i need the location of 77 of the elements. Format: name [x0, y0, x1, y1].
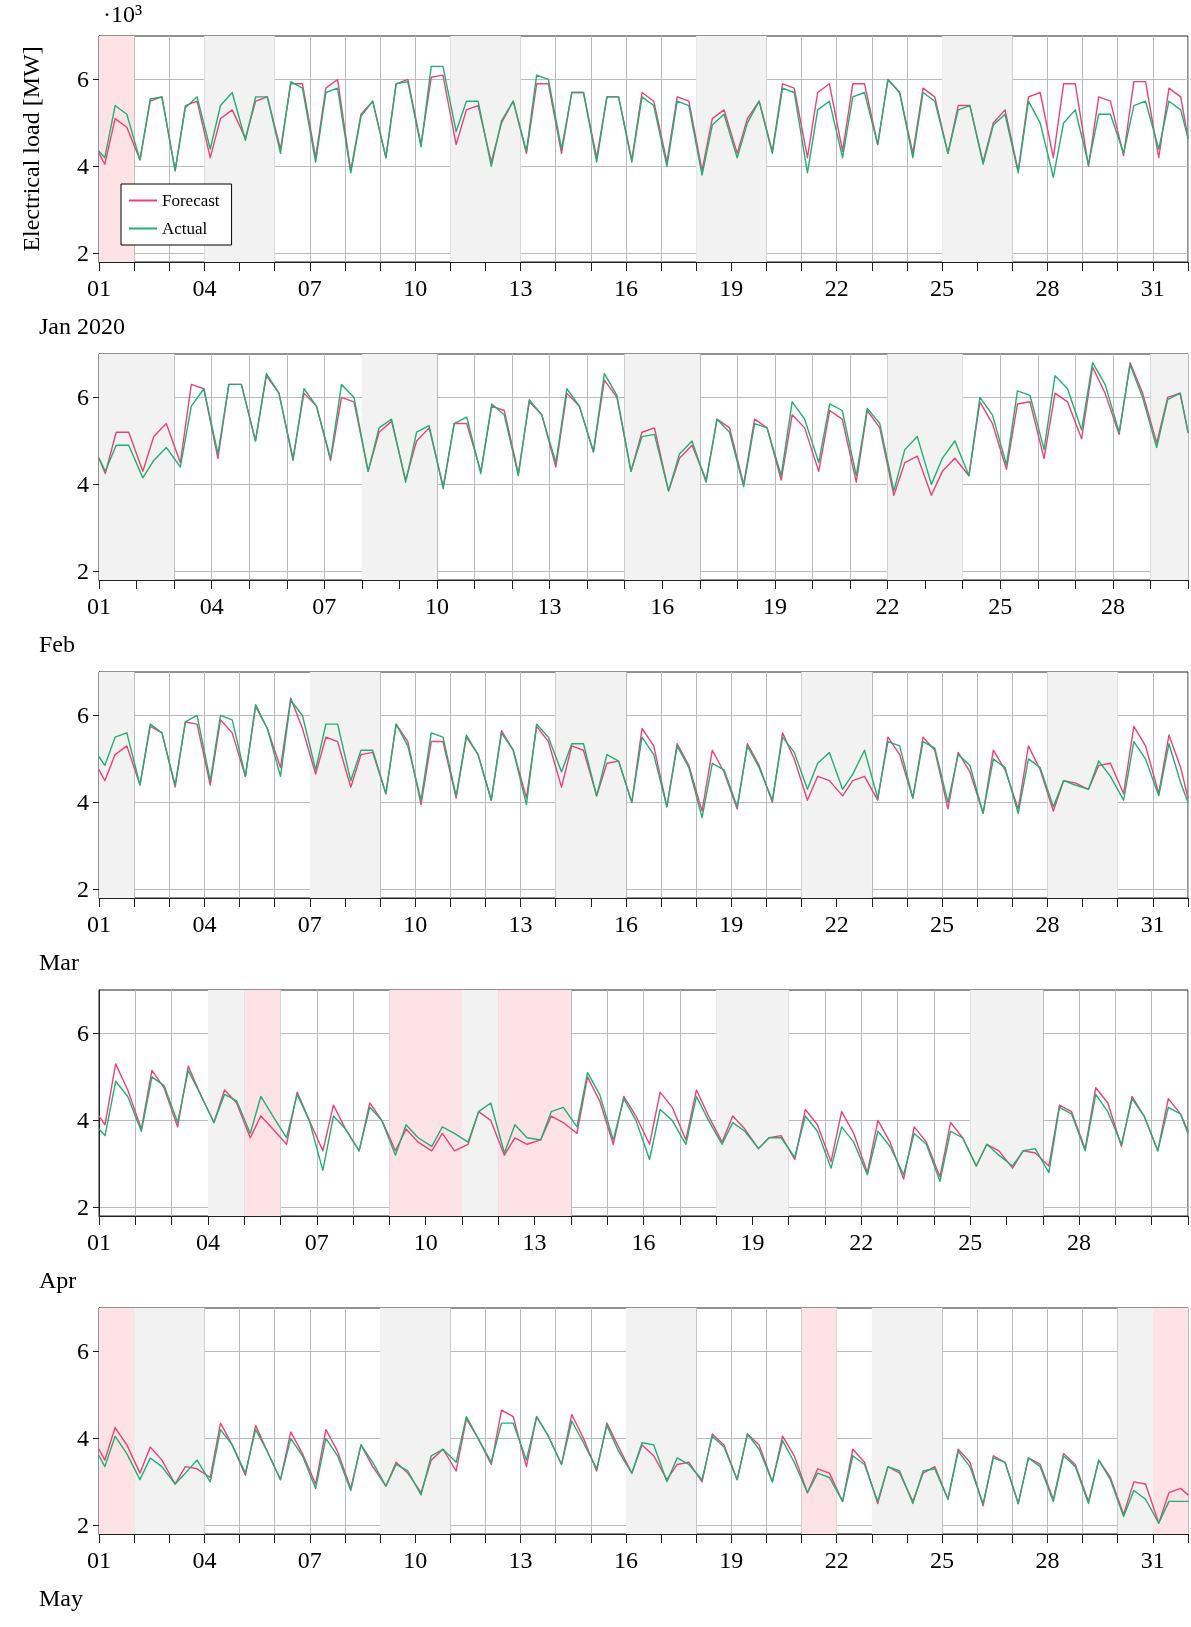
x-tick-label: 19 — [719, 911, 744, 937]
text: ·10³ — [103, 1, 143, 27]
x-tick-label: 04 — [195, 1229, 220, 1255]
x-tick-label: 22 — [824, 275, 849, 301]
x-tick-label: 28 — [1067, 1229, 1092, 1255]
x-tick-label: 07 — [297, 275, 322, 301]
x-tick-label: 04 — [192, 911, 217, 937]
x-tick-label: 22 — [875, 593, 900, 619]
y-tick-label: 4 — [77, 153, 89, 180]
x-tick-label: 07 — [297, 911, 322, 937]
y-tick-label: 2 — [77, 1194, 89, 1221]
x-tick-label: 16 — [613, 275, 638, 301]
x-tick-label: 25 — [958, 1229, 983, 1255]
x-tick-label: 31 — [1140, 275, 1165, 301]
x-tick-label: 10 — [403, 911, 428, 937]
x-tick-label: 16 — [613, 1547, 638, 1573]
x-tick-label: 31 — [1140, 911, 1165, 937]
x-tick-label: 10 — [413, 1229, 438, 1255]
x-tick-label: 19 — [719, 1547, 744, 1573]
x-tick-label: 22 — [849, 1229, 874, 1255]
x-tick-label: 10 — [403, 275, 428, 301]
x-tick-label: 13 — [508, 1547, 533, 1573]
x-tick-label: 07 — [297, 1547, 322, 1573]
y-tick-label: 6 — [77, 702, 89, 729]
x-tick-label: 25 — [930, 911, 955, 937]
x-tick-label: 13 — [522, 1229, 547, 1255]
x-tick-label: 13 — [508, 275, 533, 301]
y-tick-label: 6 — [77, 384, 89, 411]
x-tick-label: 01 — [87, 593, 111, 619]
x-tick-label: 16 — [650, 593, 675, 619]
x-tick-label: 16 — [613, 911, 638, 937]
y-tick-label: 6 — [77, 1338, 89, 1365]
x-tick-label: 07 — [304, 1229, 329, 1255]
x-tick-label: 28 — [1035, 275, 1060, 301]
x-axis-title: May — [39, 1585, 83, 1611]
legend-label: Actual — [162, 219, 208, 238]
x-tick-label: 25 — [988, 593, 1013, 619]
x-axis-title: Feb — [39, 631, 75, 657]
y-tick-label: 4 — [77, 1107, 89, 1134]
y-axis-title: Electrical load [MW] — [18, 46, 44, 252]
x-axis-title: Apr — [39, 1267, 77, 1293]
x-tick-label: 28 — [1035, 1547, 1060, 1573]
y-tick-label: 2 — [77, 240, 89, 267]
x-tick-label: 25 — [930, 275, 955, 301]
x-tick-label: 04 — [192, 275, 217, 301]
x-tick-label: 01 — [87, 911, 111, 937]
x-tick-label: 01 — [87, 1547, 111, 1573]
y-tick-label: 6 — [77, 1020, 89, 1047]
x-tick-label: 10 — [403, 1547, 428, 1573]
x-axis-title: Jan 2020 — [39, 313, 125, 339]
y-tick-label: 2 — [77, 558, 89, 585]
y-tick-label: 4 — [77, 471, 89, 498]
x-tick-label: 07 — [312, 593, 337, 619]
x-tick-label: 22 — [824, 1547, 849, 1573]
x-tick-label: 01 — [87, 275, 111, 301]
x-tick-label: 19 — [762, 593, 787, 619]
y-tick-label: 4 — [77, 789, 89, 816]
x-tick-label: 01 — [87, 1229, 111, 1255]
x-tick-label: 28 — [1035, 911, 1060, 937]
x-tick-label: 10 — [424, 593, 449, 619]
x-tick-label: 13 — [508, 911, 533, 937]
x-tick-label: 22 — [824, 911, 849, 937]
legend-label: Forecast — [162, 191, 220, 210]
x-tick-label: 31 — [1140, 1547, 1165, 1573]
x-tick-label: 04 — [192, 1547, 217, 1573]
y-tick-label: 4 — [77, 1425, 89, 1452]
x-tick-label: 19 — [719, 275, 744, 301]
x-axis-title: Mar — [39, 949, 79, 975]
x-tick-label: 25 — [930, 1547, 955, 1573]
y-tick-label: 2 — [77, 876, 89, 903]
x-tick-label: 13 — [537, 593, 562, 619]
y-tick-label: 2 — [77, 1512, 89, 1539]
x-tick-label: 19 — [740, 1229, 765, 1255]
x-tick-label: 28 — [1100, 593, 1125, 619]
y-tick-label: 6 — [77, 66, 89, 93]
x-tick-label: 04 — [199, 593, 224, 619]
x-tick-label: 16 — [631, 1229, 656, 1255]
